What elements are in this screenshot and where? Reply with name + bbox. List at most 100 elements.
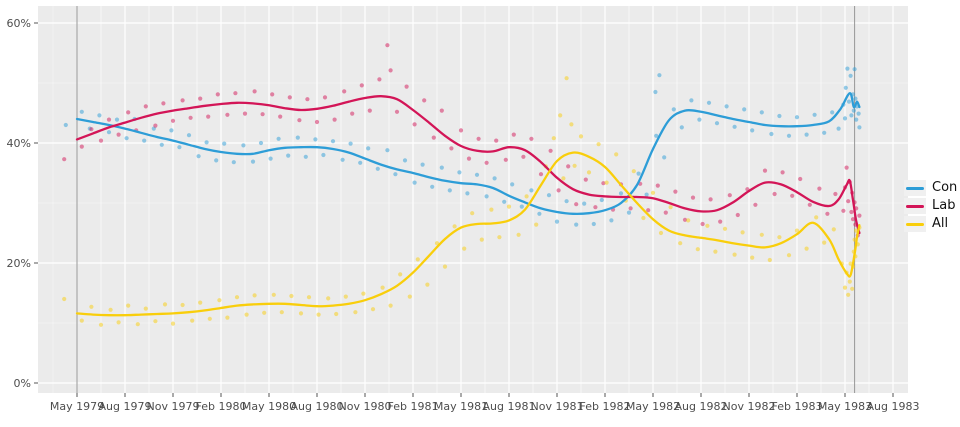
con-poll-point xyxy=(474,172,480,177)
all-poll-point xyxy=(695,247,700,252)
lab-poll-point xyxy=(412,122,417,127)
con-poll-point xyxy=(348,141,353,146)
lab-poll-point xyxy=(188,115,193,120)
lab-poll-point xyxy=(780,170,785,175)
all-poll-point xyxy=(732,252,737,257)
y-axis-tick-label: 0% xyxy=(14,377,31,390)
lab-poll-point xyxy=(511,132,516,137)
lab-poll-point xyxy=(206,114,211,119)
lab-poll-point xyxy=(62,157,67,162)
all-poll-point xyxy=(497,235,502,240)
con-poll-point xyxy=(204,140,209,145)
con-poll-point xyxy=(742,107,747,112)
lab-poll-point xyxy=(79,144,84,149)
con-poll-point xyxy=(97,113,102,118)
all-poll-point xyxy=(561,176,566,181)
lab-poll-point xyxy=(126,110,131,115)
all-poll-point xyxy=(170,321,176,326)
con-poll-point xyxy=(564,199,569,204)
con-poll-point xyxy=(759,110,764,115)
con-poll-point xyxy=(385,148,390,153)
x-axis-tick-label: Nov 1980 xyxy=(339,400,392,413)
all-poll-point xyxy=(353,310,358,315)
x-axis-tick-label: Feb 1980 xyxy=(196,400,247,413)
x-axis-tick-label: Nov 1981 xyxy=(531,400,584,413)
x-axis-tick-label: May 1979 xyxy=(50,400,104,413)
x-axis-tick-label: Aug 1980 xyxy=(291,400,344,413)
all-poll-point xyxy=(143,306,148,311)
con-poll-point xyxy=(393,172,398,177)
all-poll-point xyxy=(848,261,853,266)
lab-poll-point xyxy=(690,195,696,200)
legend: Con Lab All xyxy=(904,179,957,233)
con-poll-point xyxy=(653,89,658,95)
lab-poll-point xyxy=(458,128,464,133)
all-poll-point xyxy=(850,286,855,291)
lab-poll-point xyxy=(278,114,283,119)
con-poll-point xyxy=(856,111,861,116)
lab-poll-point xyxy=(846,199,851,204)
lab-poll-point xyxy=(260,112,265,117)
all-poll-point xyxy=(804,246,809,251)
lab-poll-point xyxy=(422,98,427,103)
con-poll-point xyxy=(582,201,587,206)
all-poll-point xyxy=(489,207,494,212)
con-poll-point xyxy=(510,182,515,187)
con-poll-point xyxy=(609,218,614,223)
x-axis-tick-label: Nov 1982 xyxy=(723,400,776,413)
all-poll-point xyxy=(578,134,584,139)
all-poll-point xyxy=(244,312,249,317)
all-poll-point xyxy=(705,223,710,228)
all-poll-point xyxy=(631,169,636,174)
all-scatter-points xyxy=(62,76,862,327)
plot-panel xyxy=(38,6,908,393)
all-poll-point xyxy=(116,320,121,325)
all-poll-point xyxy=(641,215,646,221)
con-poll-point xyxy=(106,130,112,135)
con-poll-point xyxy=(142,138,147,143)
all-poll-point xyxy=(842,285,848,290)
lab-poll-point xyxy=(663,210,668,215)
lab-poll-point xyxy=(841,208,846,213)
lab-poll-point xyxy=(727,193,732,198)
all-poll-point xyxy=(831,227,836,232)
lab-poll-point xyxy=(529,136,534,141)
lab-poll-point xyxy=(850,217,856,222)
lab-poll-point xyxy=(252,89,257,94)
all-poll-point xyxy=(398,272,403,277)
legend-item-con: Con xyxy=(904,179,957,197)
all-poll-point xyxy=(252,293,257,298)
con-poll-point xyxy=(852,67,857,72)
all-poll-point xyxy=(614,152,619,157)
x-axis-tick-label: Feb 1983 xyxy=(772,400,823,413)
con-poll-point xyxy=(662,155,667,160)
con-poll-point xyxy=(843,85,848,90)
con-poll-point xyxy=(186,133,192,138)
lab-poll-point xyxy=(548,148,553,153)
all-poll-point xyxy=(534,222,539,227)
lab-poll-point xyxy=(566,164,571,169)
con-poll-point xyxy=(295,135,300,140)
lab-poll-point xyxy=(385,43,390,48)
all-poll-point xyxy=(135,322,140,327)
x-axis-tick-label: Feb 1981 xyxy=(388,400,439,413)
con-poll-point xyxy=(845,66,850,71)
all-poll-point xyxy=(289,293,294,299)
all-poll-point xyxy=(794,228,800,233)
all-poll-point xyxy=(668,205,673,210)
lab-poll-point xyxy=(161,101,166,106)
all-poll-point xyxy=(759,232,764,237)
con-poll-point xyxy=(724,104,729,109)
all-poll-point xyxy=(388,303,393,308)
lab-poll-point xyxy=(593,205,598,210)
lab-poll-point xyxy=(170,118,176,123)
all-poll-point xyxy=(777,235,782,240)
con-poll-point xyxy=(644,192,649,197)
all-poll-point xyxy=(442,264,448,269)
all-poll-point xyxy=(551,136,556,141)
all-poll-point xyxy=(298,311,304,316)
all-poll-point xyxy=(822,240,827,245)
lab-poll-point xyxy=(849,209,854,215)
con-poll-point xyxy=(502,199,507,204)
